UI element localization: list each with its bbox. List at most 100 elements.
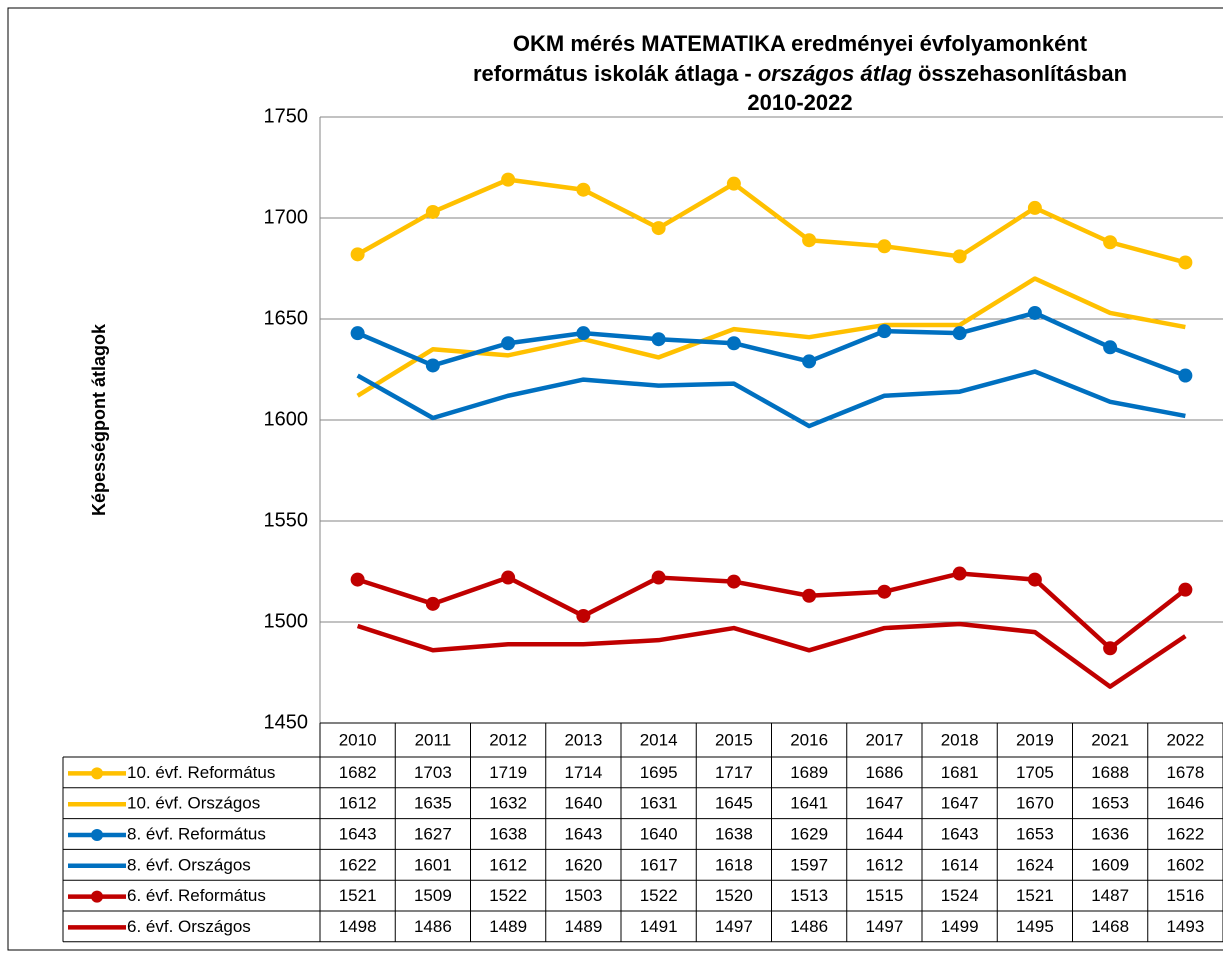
y-axis-label: Képességpont átlagok — [89, 323, 109, 516]
marker — [726, 176, 741, 191]
table-cell: 1612 — [339, 794, 377, 813]
y-tick-label: 1450 — [264, 711, 309, 733]
legend-label: 10. évf. Református — [127, 763, 275, 782]
table-cell: 1653 — [1091, 794, 1129, 813]
table-cell: 1629 — [790, 824, 828, 843]
marker — [501, 336, 516, 351]
x-tick-label: 2016 — [790, 730, 828, 749]
marker — [1027, 572, 1042, 587]
table-cell: 1618 — [715, 855, 753, 874]
marker — [501, 172, 516, 187]
chart-title: 2010-2022 — [747, 90, 852, 115]
series-line — [356, 571, 1187, 651]
table-cell: 1521 — [339, 886, 377, 905]
table-cell: 1646 — [1166, 794, 1204, 813]
table-cell: 1513 — [790, 886, 828, 905]
table-cell: 1695 — [640, 763, 678, 782]
table-cell: 1524 — [941, 886, 979, 905]
marker — [877, 324, 892, 339]
table-cell: 1499 — [941, 917, 979, 936]
marker — [1178, 368, 1193, 383]
table-cell: 1686 — [865, 763, 903, 782]
legend-label: 6. évf. Országos — [127, 917, 251, 936]
marker — [425, 596, 440, 611]
legend-label: 8. évf. Református — [127, 824, 266, 843]
series-line — [356, 369, 1186, 429]
series-line — [356, 276, 1186, 398]
series-line — [356, 310, 1187, 378]
table-cell: 1641 — [790, 794, 828, 813]
marker — [651, 221, 666, 236]
y-tick-label: 1700 — [264, 206, 309, 228]
table-cell: 1689 — [790, 763, 828, 782]
legend-marker — [91, 890, 103, 903]
table-cell: 1493 — [1166, 917, 1204, 936]
table-cell: 1647 — [865, 794, 903, 813]
marker — [726, 574, 741, 589]
marker — [1103, 235, 1118, 250]
x-tick-label: 2010 — [339, 730, 377, 749]
legend-label: 8. évf. Országos — [127, 855, 251, 874]
series-line — [356, 621, 1187, 689]
y-tick-label: 1750 — [264, 105, 309, 127]
marker — [952, 566, 967, 581]
title-part: összehasonlításban — [912, 61, 1127, 86]
marker — [877, 584, 892, 599]
x-tick-label: 2013 — [564, 730, 602, 749]
table-cell: 1609 — [1091, 855, 1129, 874]
marker — [877, 239, 892, 254]
table-cell: 1638 — [715, 824, 753, 843]
table-cell: 1703 — [414, 763, 452, 782]
table-cell: 1620 — [564, 855, 602, 874]
table-cell: 1495 — [1016, 917, 1054, 936]
marker — [350, 326, 365, 341]
table-cell: 1491 — [640, 917, 678, 936]
table-cell: 1636 — [1091, 824, 1129, 843]
marker — [802, 354, 817, 369]
table-cell: 1681 — [941, 763, 979, 782]
table-cell: 1670 — [1016, 794, 1054, 813]
marker — [501, 570, 516, 585]
table-cell: 1489 — [489, 917, 527, 936]
marker — [576, 182, 591, 197]
marker — [952, 326, 967, 341]
y-tick-label: 1500 — [264, 610, 309, 632]
table-cell: 1644 — [865, 824, 903, 843]
chart-frame — [7, 7, 1223, 951]
marker — [802, 233, 817, 248]
table-cell: 1522 — [489, 886, 527, 905]
x-tick-label: 2011 — [415, 730, 452, 749]
table-cell: 1682 — [339, 763, 377, 782]
marker — [425, 358, 440, 373]
x-tick-label: 2019 — [1016, 730, 1054, 749]
x-tick-label: 2012 — [489, 730, 527, 749]
x-tick-label: 2015 — [715, 730, 753, 749]
x-tick-label: 2017 — [865, 730, 903, 749]
legend-label: 6. évf. Református — [127, 886, 266, 905]
table-cell: 1498 — [339, 917, 377, 936]
x-tick-label: 2021 — [1091, 730, 1129, 749]
table-cell: 1705 — [1016, 763, 1054, 782]
marker — [1178, 582, 1193, 597]
table-cell: 1497 — [865, 917, 903, 936]
marker — [802, 588, 817, 603]
table-cell: 1640 — [640, 824, 678, 843]
chart-title: református iskolák átlaga - országos átl… — [473, 61, 1127, 86]
table-cell: 1516 — [1166, 886, 1204, 905]
chart-title: OKM mérés MATEMATIKA eredményei évfolyam… — [513, 31, 1088, 56]
legend-marker — [91, 829, 103, 841]
marker — [425, 204, 440, 219]
marker — [576, 326, 591, 341]
table-cell: 1653 — [1016, 824, 1054, 843]
table-cell: 1647 — [941, 794, 979, 813]
table-cell: 1515 — [865, 886, 903, 905]
table-cell: 1487 — [1091, 886, 1129, 905]
marker — [1027, 305, 1042, 320]
marker — [350, 247, 365, 262]
marker — [350, 572, 365, 587]
table-cell: 1612 — [865, 855, 903, 874]
marker — [576, 608, 591, 623]
table-cell: 1643 — [339, 824, 377, 843]
table-cell: 1622 — [1166, 824, 1204, 843]
